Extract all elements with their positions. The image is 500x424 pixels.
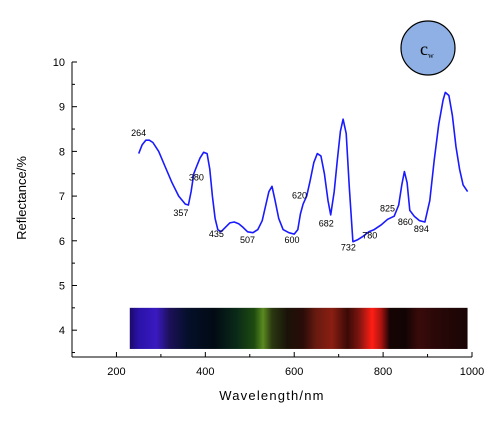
y-tick-label: 8 <box>59 146 65 158</box>
badge-label-sub: w <box>428 51 434 60</box>
reflectance-series-line <box>137 91 469 243</box>
x-tick-label: 1000 <box>460 366 484 378</box>
series-layer <box>137 91 469 243</box>
y-tick-label: 6 <box>59 236 65 248</box>
x-tick-label: 200 <box>107 366 125 378</box>
peak-label: 620 <box>292 190 307 200</box>
peak-label: 682 <box>319 218 334 228</box>
y-tick-label: 9 <box>59 102 65 114</box>
peak-label: 732 <box>341 243 356 253</box>
x-axis-title: Wavelength/nm <box>219 388 324 403</box>
badge-label-main: c <box>420 39 428 59</box>
peak-label: 600 <box>284 235 299 245</box>
peak-label: 860 <box>398 217 413 227</box>
y-tick-label: 7 <box>59 191 65 203</box>
peak-label: 780 <box>362 231 377 241</box>
peak-label: 825 <box>380 204 395 214</box>
peak-label: 357 <box>173 208 188 218</box>
y-tick-label: 5 <box>59 280 65 292</box>
axes: 4 5 6 7 8 9 10 200 400 600 800 1000 <box>53 57 484 378</box>
peak-label: 435 <box>209 229 224 239</box>
peak-label: 507 <box>240 235 255 245</box>
spectrum-strip <box>129 307 468 349</box>
peak-label: 264 <box>131 128 146 138</box>
y-tick-label: 4 <box>59 325 65 337</box>
y-tick-label: 10 <box>53 57 65 69</box>
badge-label: cw <box>420 39 434 60</box>
peak-label: 380 <box>189 172 204 182</box>
x-tick-label: 800 <box>374 366 392 378</box>
x-tick-label: 600 <box>285 366 303 378</box>
badge: cw <box>400 20 456 76</box>
badge-circle <box>400 20 456 76</box>
peak-label: 894 <box>414 224 429 234</box>
spectrum-strip-layer <box>129 307 468 349</box>
x-tick-label: 400 <box>196 366 214 378</box>
y-axis-title: Reflectance/% <box>14 156 29 240</box>
